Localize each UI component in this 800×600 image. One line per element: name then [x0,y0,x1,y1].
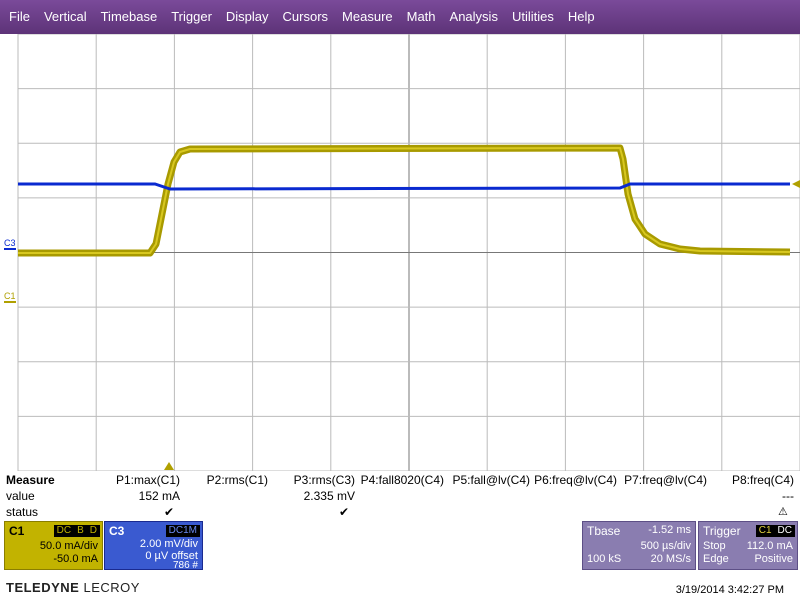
trigger-box[interactable]: Trigger C1 DC Stop 112.0 mA Edge Positive [698,521,798,570]
status-label: status [6,505,39,519]
measure-param-2[interactable]: P2:rms(C1) [206,473,268,487]
c3-trace [18,182,790,191]
c1-tags: DC B D [53,524,100,537]
c1-channel-box[interactable]: C1 DC B D 50.0 mA/div -50.0 mA [4,521,103,570]
timebase-delay: -1.52 ms [648,524,691,536]
brand-logo: TELEDYNE LECROY [6,580,140,595]
trigger-label: Trigger [703,524,741,538]
measure-value-8: --- [782,489,794,503]
trigger-level: 112.0 mA [746,540,793,552]
timebase-scale: 500 µs/div [640,540,691,552]
timebase-rate: 20 MS/s [650,553,691,565]
menu-item-help[interactable]: Help [567,9,595,24]
measure-value-1: 152 mA [138,489,180,503]
timebase-samples: 100 kS [587,553,622,565]
menu-item-trigger[interactable]: Trigger [171,9,212,24]
measure-header-row: Measure P1:max(C1) P2:rms(C1) P3:rms(C3) P4… [0,473,800,489]
c3-scale: 2.00 mV/div [139,538,198,550]
c3-tags: DC1M [165,524,200,537]
c1-label: C1 [9,524,25,538]
value-label: value [6,489,35,503]
waveform-grid[interactable]: C3 C1 [0,34,800,471]
c3-count: 786 # [172,560,198,571]
measure-table[interactable]: Measure P1:max(C1) P2:rms(C1) P3:rms(C3) P4… [0,471,800,521]
c1-offset: -50.0 mA [53,553,98,565]
menu-item-display[interactable]: Display [225,9,269,24]
menu-item-timebase[interactable]: Timebase [100,9,158,24]
menu-bar: File Vertical Timebase Trigger Display Cursor… [0,0,800,34]
measure-param-6[interactable]: P6:freq@lv(C4) [534,473,617,487]
trigger-level-arrow[interactable] [792,180,800,188]
c1-marker[interactable]: C1 [4,291,16,301]
menu-item-vertical[interactable]: Vertical [43,9,87,24]
menu-item-analysis[interactable]: Analysis [449,9,498,24]
status-check-icon: ✔ [339,505,350,519]
status-check-icon: ✔ [164,505,175,519]
timebase-box[interactable]: Tbase -1.52 ms 500 µs/div 100 kS 20 MS/s [582,521,696,570]
c1-trace-core [18,147,791,254]
c3-channel-box[interactable]: C3 DC1M 2.00 mV/div 0 µV offset 786 # [104,521,203,571]
measure-param-1[interactable]: P1:max(C1) [115,473,180,487]
menu-item-measure[interactable]: Measure [342,9,393,24]
status-warning-icon: ⚠ [778,506,788,518]
measure-param-3[interactable]: P3:rms(C3) [293,473,355,487]
c1-scale: 50.0 mA/div [39,540,98,552]
c3-label: C3 [109,524,125,538]
trigger-time-marker[interactable] [164,462,174,470]
measure-status-row: status ✔ ✔ ⚠ [0,505,800,521]
menu-item-utilities[interactable]: Utilities [511,9,554,24]
menu-item-file[interactable]: File [9,9,30,24]
trigger-mode: Stop [703,540,726,552]
c3-offset: 0 µV offset [145,550,198,562]
measure-param-5[interactable]: P5:fall@lv(C4) [452,473,530,487]
measure-value-3: 2.335 mV [303,489,355,503]
timestamp: 3/19/2014 3:42:27 PM [675,584,784,596]
trigger-tags: C1 DC [755,524,795,537]
trigger-type: Edge [703,553,729,565]
trigger-slope: Positive [754,553,793,565]
measure-value-row: value 152 mA 2.335 mV --- [0,489,800,505]
menu-item-math[interactable]: Math [406,9,436,24]
measure-param-7[interactable]: P7:freq@lv(C4) [624,473,707,487]
c3-marker[interactable]: C3 [4,238,16,248]
menu-item-cursors[interactable]: Cursors [282,9,329,24]
timebase-label: Tbase [587,524,621,538]
measure-param-4[interactable]: P4:fall8020(C4) [360,473,444,487]
measure-title: Measure [6,473,55,487]
measure-param-8[interactable]: P8:freq(C4) [731,473,794,487]
